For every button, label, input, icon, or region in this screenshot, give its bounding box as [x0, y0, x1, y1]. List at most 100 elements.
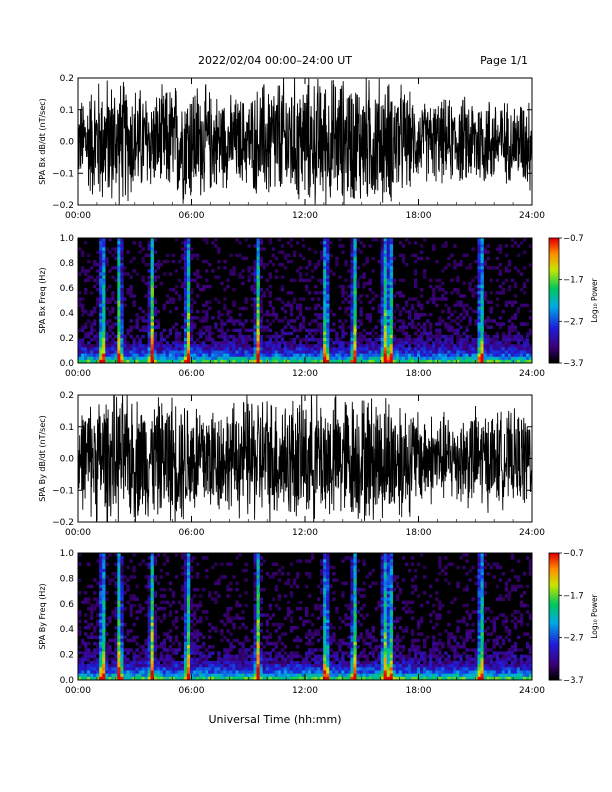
colorbar: −0.7 −1.7 −2.7 −3.7 Log₁₀ Power	[548, 234, 599, 369]
colorbar-step	[549, 252, 559, 256]
colorbar-step	[549, 633, 559, 637]
colorbar-step	[549, 310, 559, 314]
y-tick-label: 0.0	[60, 676, 75, 686]
colorbar-step	[549, 656, 559, 660]
colorbar-step	[549, 331, 559, 335]
colorbar-step	[549, 323, 559, 326]
x-tick-label: 24:00	[519, 369, 545, 379]
colorbar-step	[549, 595, 559, 598]
colorbar-step	[549, 342, 559, 345]
y-tick-label: 0.0	[60, 359, 75, 369]
colorbar-step	[549, 618, 559, 622]
colorbar-step	[549, 254, 559, 258]
colorbar-step	[549, 335, 559, 339]
panel-frame	[77, 394, 533, 523]
colorbar-step	[549, 561, 559, 565]
y-axis-label: SPA Bx Freq (Hz)	[38, 267, 47, 333]
y-tick-label: 0.4	[60, 625, 75, 635]
colorbar-step	[549, 338, 559, 341]
x-tick-label: 06:00	[179, 686, 205, 696]
colorbar-tick-label: −0.7	[563, 549, 584, 559]
colorbar-step	[549, 567, 559, 571]
y-tick-label: 0.0	[60, 455, 75, 465]
by-dbdt-panel: 00:00 06:00 12:00 18:00 24:00 0.2 0.1 0.0 −0.1 −0…	[38, 391, 545, 538]
colorbar-step	[549, 597, 559, 601]
y-tick-label: 0.1	[60, 423, 74, 433]
y-tick-label: 0.2	[60, 651, 74, 661]
colorbar-step	[549, 290, 559, 293]
colorbar-step	[549, 665, 559, 668]
x-tick-label: 06:00	[179, 528, 205, 538]
x-tick-label: 18:00	[406, 686, 432, 696]
colorbar-step	[549, 258, 559, 262]
x-tick-label: 00:00	[65, 211, 91, 221]
colorbar-step	[549, 240, 559, 243]
colorbar-frame	[548, 237, 560, 364]
colorbar-step	[549, 275, 559, 279]
colorbar-step	[549, 620, 559, 624]
colorbar-step	[549, 313, 559, 316]
colorbar-step	[549, 603, 559, 607]
colorbar-step	[549, 321, 559, 324]
x-tick-label: 12:00	[292, 369, 318, 379]
colorbar-tick-label: −0.7	[563, 234, 584, 244]
colorbar-step	[549, 650, 559, 653]
x-tick-label: 06:00	[179, 211, 205, 221]
colorbar-step	[549, 671, 559, 675]
colorbar-step	[549, 612, 559, 615]
colorbar: −0.7 −1.7 −2.7 −3.7 Log₁₀ Power	[548, 549, 599, 686]
x-tick-label: 24:00	[519, 528, 545, 538]
colorbar-step	[549, 593, 559, 596]
colorbar-step	[549, 667, 559, 670]
colorbar-step	[549, 242, 559, 245]
colorbar-step	[549, 308, 559, 312]
y-tick-label: 0.2	[60, 391, 74, 401]
colorbar-step	[549, 302, 559, 306]
colorbar-tick-label: −3.7	[563, 676, 584, 686]
colorbar-step	[549, 572, 559, 575]
x-tick-label: 24:00	[519, 686, 545, 696]
colorbar-tick-label: −2.7	[563, 317, 584, 327]
colorbar-step	[549, 627, 559, 630]
colorbar-step	[549, 586, 559, 590]
colorbar-step	[549, 283, 559, 287]
colorbar-step	[549, 639, 559, 643]
colorbar-step	[549, 288, 559, 291]
colorbar-step	[549, 358, 559, 362]
colorbar-step	[549, 555, 559, 558]
y-axis-label: SPA Bx dB/dt (nT/sec)	[38, 98, 47, 185]
colorbar-tick-label: −2.7	[563, 634, 584, 644]
colorbar-step	[549, 246, 559, 249]
colorbar-step	[549, 238, 559, 241]
x-tick-label: 18:00	[406, 528, 432, 538]
x-tick-label: 24:00	[519, 211, 545, 221]
colorbar-step	[549, 352, 559, 356]
y-axis-label: SPA By Freq (Hz)	[38, 583, 47, 649]
y-tick-label: 0.6	[60, 600, 75, 610]
x-tick-label: 00:00	[65, 369, 91, 379]
colorbar-step	[549, 300, 559, 304]
y-tick-label: 0.8	[60, 574, 75, 584]
colorbar-step	[549, 356, 559, 360]
y-tick-label: 0.8	[60, 259, 75, 269]
colorbar-step	[549, 273, 559, 276]
dbdt-trace	[78, 78, 532, 205]
colorbar-step	[549, 354, 559, 358]
colorbar-tick-label: −3.7	[563, 359, 584, 369]
y-axis-label: SPA By dB/dt (nT/sec)	[38, 415, 47, 502]
colorbar-step	[549, 677, 559, 681]
colorbar-step	[549, 646, 559, 649]
colorbar-step	[549, 348, 559, 351]
colorbar-step	[549, 563, 559, 567]
dbdt-trace	[78, 395, 532, 522]
colorbar-step	[549, 605, 559, 609]
bx-spectrogram-panel: 00:00 06:00 12:00 18:00 24:00 1.0 0.8 0.6 0.4 0.2…	[38, 234, 599, 379]
colorbar-tick-label: −1.7	[563, 591, 584, 601]
plot-title: 2022/02/04 00:00–24:00 UT	[198, 54, 352, 67]
y-tick-label: −0.1	[52, 169, 74, 179]
colorbar-step	[549, 269, 559, 272]
page-indicator: Page 1/1	[480, 54, 528, 67]
colorbar-step	[549, 306, 559, 310]
panel-frame	[77, 77, 533, 206]
